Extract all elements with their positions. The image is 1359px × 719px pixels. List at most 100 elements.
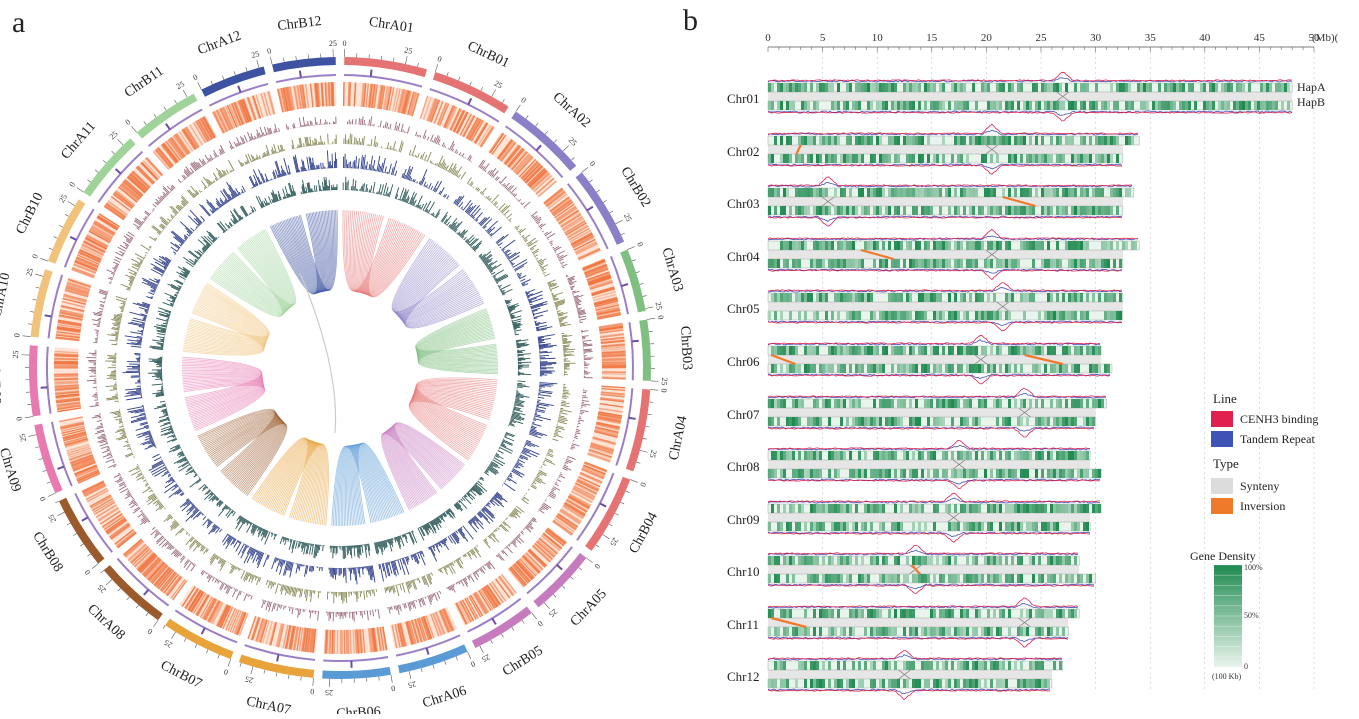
trace-bar (95, 415, 101, 416)
trace-bar (461, 580, 464, 586)
trace-bar (555, 484, 559, 486)
trace-bar (177, 250, 178, 251)
trace-bar (504, 483, 515, 491)
trace-bar (313, 566, 314, 571)
trace-bar (285, 538, 286, 541)
trace-bar (144, 218, 146, 220)
trace-bar (539, 385, 551, 386)
trace-bar (234, 588, 235, 589)
trace-bar (356, 567, 357, 584)
trace-bar (486, 196, 487, 198)
circos-tracks (41, 70, 639, 668)
trace-bar (306, 543, 307, 546)
trace-bar (225, 584, 226, 585)
trace-bar (114, 271, 116, 272)
trace-bar (545, 500, 546, 501)
trace-bar (516, 393, 520, 394)
trace-bar (127, 491, 129, 492)
trace-bar (199, 204, 209, 216)
trace-bar (350, 568, 351, 581)
trace-bar (511, 419, 514, 420)
trace-bar (526, 294, 528, 295)
trace-bar (578, 420, 583, 421)
trace-bar (236, 567, 237, 569)
trace-bar (389, 184, 393, 197)
trace-bar (168, 420, 170, 421)
peak-mark (166, 124, 170, 130)
trace-bar (171, 247, 177, 252)
trace-bar (142, 512, 143, 513)
trace-bar (536, 325, 547, 327)
trace-bar (580, 412, 584, 413)
trace-bar (495, 274, 506, 280)
trace-bar (166, 320, 168, 321)
trace-bar (113, 262, 119, 265)
trace-bar (380, 121, 381, 128)
trace-bar (420, 207, 421, 209)
trace-bar (107, 449, 110, 450)
trace-bar (576, 431, 580, 432)
trace-bar (304, 589, 305, 594)
trace-bar (500, 210, 501, 211)
trace-bar (226, 170, 228, 174)
trace-bar (532, 216, 534, 218)
trace-bar (517, 387, 523, 388)
trace-bar (374, 589, 375, 596)
heatmap-stripe (333, 82, 334, 106)
trace-bar (156, 343, 163, 344)
trace-bar (375, 142, 376, 147)
trace-bar (160, 217, 168, 224)
trace-bar (180, 222, 192, 233)
trace-bar (202, 205, 211, 215)
trace-bar (139, 226, 141, 227)
trace-bar (427, 152, 431, 162)
trace-bar (491, 195, 499, 203)
trace-bar (113, 460, 114, 461)
trace-bar (266, 601, 269, 610)
trace-bar (457, 233, 458, 234)
trace-bar (264, 127, 267, 135)
trace-bar (583, 352, 592, 353)
trace-bar (249, 522, 250, 524)
trace-bar (262, 600, 265, 608)
trace-bar (508, 476, 509, 477)
trace-bar (165, 468, 166, 469)
trace-bar (106, 459, 114, 462)
trace-bar (185, 240, 186, 241)
trace-bar (521, 203, 522, 204)
trace-bar (140, 511, 142, 512)
trace-bar (509, 191, 510, 192)
trace-bar (373, 182, 375, 193)
trace-bar (136, 390, 141, 391)
peak-mark (238, 86, 240, 93)
trace-bar (165, 323, 167, 324)
trace-bar (189, 235, 190, 236)
trace-bar (438, 569, 439, 570)
trace-bar (473, 243, 481, 250)
trace-bar (250, 213, 251, 214)
trace-bar (431, 546, 432, 547)
trace-bar (478, 569, 479, 570)
trace-bar (396, 126, 397, 131)
trace-bar (499, 287, 501, 288)
trace-bar (274, 131, 275, 133)
trace-bar (190, 465, 191, 466)
trace-bar (390, 607, 391, 610)
trace-bar (561, 262, 565, 264)
trace-bar (556, 308, 558, 309)
trace-bar (437, 163, 438, 165)
trace-bar (298, 144, 299, 147)
trace-bar (363, 136, 364, 145)
trace-bar (255, 576, 256, 578)
trace-bar (148, 359, 162, 360)
trace-bar (485, 564, 486, 565)
trace-bar (391, 586, 392, 590)
trace-bar (563, 267, 565, 268)
trace-bar (431, 135, 434, 142)
trace-bar (542, 464, 546, 466)
peak-mark (427, 648, 429, 655)
trace-bar (432, 141, 433, 142)
trace-bar (281, 174, 282, 177)
trace-bar (505, 436, 507, 437)
trace-bar (170, 192, 171, 193)
